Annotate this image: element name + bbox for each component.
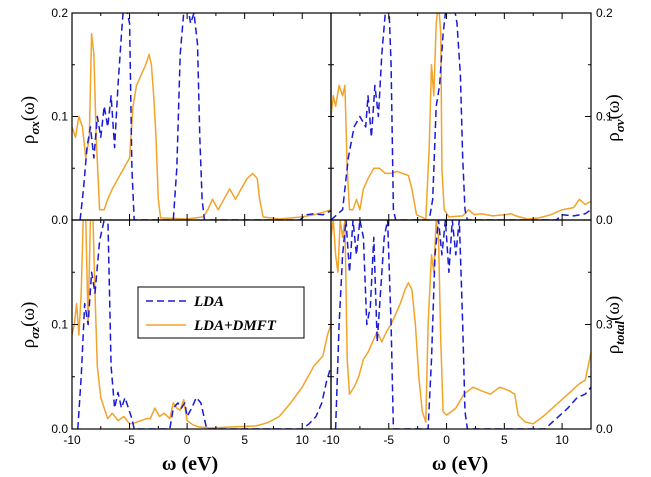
series-lda-line [334, 220, 591, 429]
panel-bottom-left: 0.0 0.1 -10 -5 0 5 10 [51, 219, 332, 447]
ylabel-top-right: ρσv(ω) [603, 94, 627, 141]
legend-box [137, 286, 305, 339]
x-tick-label: -10 [63, 433, 81, 447]
series-group-top-left [72, 13, 331, 220]
y-tick-label: 0.0 [51, 422, 68, 436]
series-lda-line [77, 220, 331, 429]
series-group-top-right [331, 13, 591, 220]
panel-top-left: 0.0 0.1 0.2 [51, 6, 332, 227]
xlabel-right: ω (eV) [432, 453, 488, 475]
y-tick-label: 0.0 [596, 213, 613, 227]
legend-dmft-label: LDA+DMFT [193, 318, 277, 334]
y-tick-label: 0.2 [596, 6, 613, 20]
series-lda-dmft-line [72, 32, 331, 220]
series-lda-line [331, 13, 591, 220]
legend: LDA LDA+DMFT [137, 286, 305, 339]
ylabel-bottom-left: ρσz(ω) [18, 302, 42, 349]
y-tick-label: 0.1 [51, 110, 68, 124]
series-lda-dmft-line [331, 220, 591, 425]
ylabel-bottom-right: ρtotal(ω) [603, 296, 627, 355]
y-tick-label: 0.3 [596, 318, 613, 332]
x-tick-label: 5 [241, 433, 248, 447]
ylabel-top-left: ρσx(ω) [18, 96, 42, 144]
panel-top-right: 0.0 0.1 0.2 [330, 6, 613, 227]
panels-group: 0.0 0.1 0.2 0.0 0.1 0.2 0.0 0.1 -10 -5 0 5 10 0.0 0.3 -… [51, 6, 613, 447]
series-lda-dmft-line [331, 13, 591, 220]
y-tick-label: 0.0 [596, 422, 613, 436]
y-tick-label: 0.1 [51, 318, 68, 332]
x-tick-label: -5 [383, 433, 394, 447]
panel-frame [330, 12, 592, 221]
legend-lda-label: LDA [193, 294, 224, 310]
series-lda-dmft-line [72, 220, 331, 429]
panel-frame [71, 12, 332, 221]
x-tick-label: -10 [322, 433, 340, 447]
y-tick-label: 0.1 [596, 110, 613, 124]
xlabel-left: ω (eV) [162, 453, 218, 475]
panel-bottom-right: 0.0 0.3 -10 -5 0 5 10 [322, 219, 613, 447]
x-tick-label: 10 [555, 433, 569, 447]
series-lda-line [79, 13, 331, 220]
x-tick-label: -5 [124, 433, 135, 447]
x-tick-label: 5 [501, 433, 508, 447]
x-tick-label: 10 [296, 433, 310, 447]
y-tick-label: 0.0 [51, 213, 68, 227]
x-tick-label: 0 [443, 433, 450, 447]
x-tick-label: 0 [184, 433, 191, 447]
y-tick-label: 0.2 [51, 6, 68, 20]
series-group-bottom-right [331, 220, 591, 429]
series-group-bottom-left [72, 220, 331, 429]
